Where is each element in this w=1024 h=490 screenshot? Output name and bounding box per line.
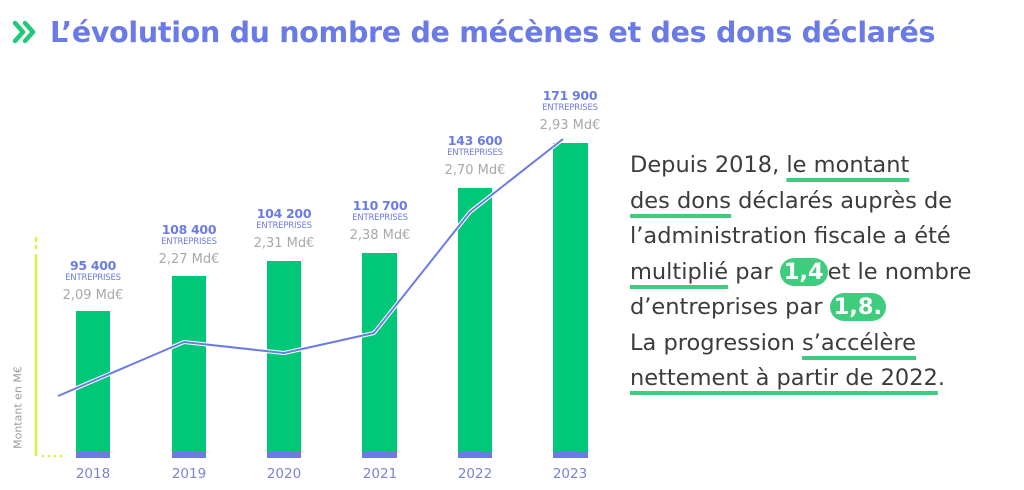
title-text: L’évolution du nombre de mécènes et des … bbox=[50, 15, 936, 49]
bar-label-2020: 104 200 ENTREPRISES 2,31 Md€ bbox=[214, 206, 354, 252]
bar-2022 bbox=[458, 188, 492, 458]
count-value: 108 400 bbox=[161, 222, 217, 237]
summary-text: Depuis 2018, le montant des dons déclarés… bbox=[630, 148, 1020, 397]
text-segment: . bbox=[937, 365, 946, 391]
badge-factor-amount: 1,4 bbox=[779, 257, 828, 286]
entreprises-line bbox=[57, 137, 565, 398]
bar-2019 bbox=[172, 276, 206, 458]
bar-line-chart: Montant en M€ 95 400 ENTREPRISES 2,09 Md… bbox=[12, 88, 601, 482]
double-chevron-right-icon bbox=[12, 20, 36, 44]
count-value: 110 700 bbox=[352, 198, 408, 213]
x-tick-2019: 2019 bbox=[171, 466, 207, 482]
count-value: 171 900 bbox=[542, 88, 598, 103]
amount-value: 2,27 Md€ bbox=[158, 252, 220, 267]
highlight-multiplie: multiplié bbox=[630, 258, 729, 285]
count-unit: ENTREPRISES bbox=[256, 221, 312, 231]
text-segment: déclarés auprès de l’administration fisc… bbox=[630, 187, 953, 250]
count-value: 104 200 bbox=[256, 206, 312, 221]
count-unit: ENTREPRISES bbox=[161, 237, 217, 247]
count-value: 143 600 bbox=[447, 133, 503, 148]
text-segment: par bbox=[728, 258, 780, 285]
count-unit: ENTREPRISES bbox=[447, 148, 503, 158]
x-tick-2021: 2021 bbox=[362, 466, 398, 482]
amount-value: 2,09 Md€ bbox=[62, 288, 124, 303]
page-title: L’évolution du nombre de mécènes et des … bbox=[12, 12, 935, 52]
y-axis bbox=[34, 236, 63, 458]
bar-label-2023: 171 900 ENTREPRISES 2,93 Md€ bbox=[500, 88, 640, 134]
bar-label-2019: 108 400 ENTREPRISES 2,27 Md€ bbox=[119, 222, 259, 268]
count-unit: ENTREPRISES bbox=[352, 213, 408, 223]
bar-label-2021: 110 700 ENTREPRISES 2,38 Md€ bbox=[310, 198, 450, 244]
text-segment: et le nombre d’entreprises par bbox=[630, 258, 972, 321]
text-segment: La progression bbox=[630, 329, 803, 356]
x-tick-2018: 2018 bbox=[75, 466, 111, 482]
badge-factor-count: 1,8. bbox=[829, 293, 887, 321]
bar-label-2022: 143 600 ENTREPRISES 2,70 Md€ bbox=[405, 133, 545, 179]
amount-value: 2,31 Md€ bbox=[253, 236, 315, 251]
bar-label-2018: 95 400 ENTREPRISES 2,09 Md€ bbox=[23, 258, 163, 304]
bar-2020 bbox=[267, 261, 301, 458]
count-value: 95 400 bbox=[69, 258, 117, 273]
amount-value: 2,38 Md€ bbox=[349, 228, 411, 243]
amount-value: 2,70 Md€ bbox=[444, 163, 506, 178]
highlight-montant: le montant bbox=[786, 152, 910, 178]
count-unit: ENTREPRISES bbox=[542, 103, 598, 113]
highlight-dons: des dons bbox=[630, 187, 732, 214]
highlight-2022: nettement à partir de 2022 bbox=[630, 365, 938, 391]
amount-value: 2,93 Md€ bbox=[539, 118, 601, 133]
text-segment: Depuis 2018, bbox=[630, 152, 787, 178]
x-tick-2022: 2022 bbox=[457, 466, 493, 482]
count-unit: ENTREPRISES bbox=[65, 273, 121, 283]
bar-2021 bbox=[362, 253, 397, 458]
x-tick-2020: 2020 bbox=[266, 466, 302, 482]
highlight-accelere: s’accélère bbox=[802, 329, 916, 356]
bar-2023 bbox=[553, 143, 588, 458]
x-tick-2023: 2023 bbox=[552, 466, 588, 482]
